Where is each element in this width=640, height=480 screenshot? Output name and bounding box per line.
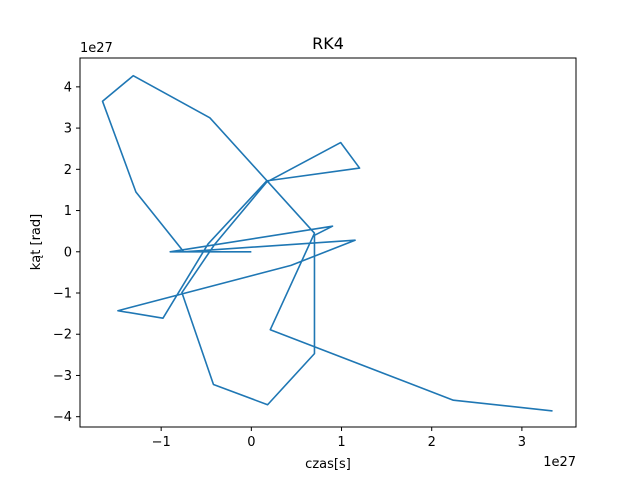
x-tick-label: −1 <box>152 435 171 450</box>
y-axis-label: kąt [rad] <box>29 214 44 270</box>
plot-frame <box>79 57 577 428</box>
y-tick-label: 1 <box>64 204 72 219</box>
y-tick-label: 2 <box>64 163 72 178</box>
y-axis-offset-label: 1e27 <box>80 41 113 56</box>
y-tick-label: −2 <box>53 328 72 343</box>
series-line <box>101 74 553 412</box>
x-tick-label: 3 <box>518 435 526 450</box>
y-tick-label: −4 <box>53 410 72 425</box>
y-tick-label: 0 <box>64 245 72 260</box>
x-axis-offset-label: 1e27 <box>543 455 576 470</box>
y-tick-label: 4 <box>64 80 72 95</box>
y-tick-label: −1 <box>53 287 72 302</box>
y-tick-label: −3 <box>53 369 72 384</box>
x-axis-label: czas[s] <box>305 457 351 472</box>
y-tick-label: 3 <box>64 122 72 137</box>
x-tick-label: 0 <box>247 435 255 450</box>
x-tick-label: 1 <box>337 435 345 450</box>
x-tick-label: 2 <box>428 435 436 450</box>
chart-title: RK4 <box>312 34 344 53</box>
